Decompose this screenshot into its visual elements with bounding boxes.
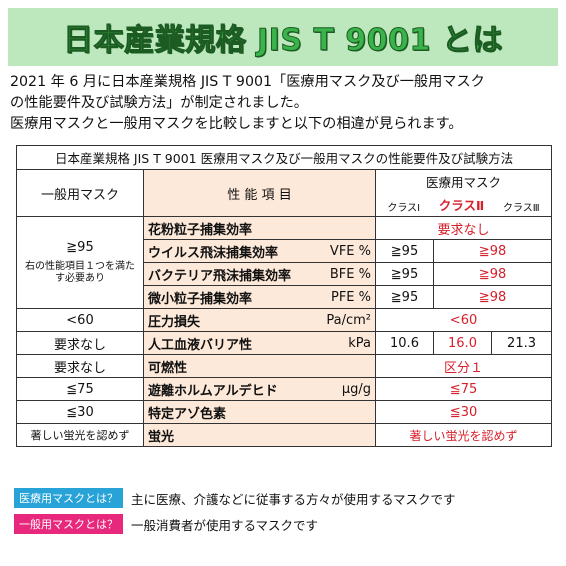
table-row: 遊離ホルムアルデヒド μg/g: [143, 377, 376, 401]
item-label: ウイルス飛沫捕集効率: [148, 245, 279, 261]
legend-medical: 医療用マスクとは？ 主に医療、介護などに従事する方々が使用するマスクです: [14, 488, 456, 508]
intro-line-1: 2021 年 6 月に日本産業規格 JIS T 9001「医療用マスク及び一般用…: [10, 74, 485, 90]
header-medical: 医療用マスク: [426, 175, 502, 190]
item-label: 蛍光: [148, 429, 175, 445]
table-row: 特定アゾ色素: [143, 400, 376, 424]
general-value: 要求なし: [16, 354, 144, 378]
class23-value: ≧98: [432, 239, 553, 263]
general-value: <60: [16, 308, 144, 332]
item-unit: Pa/cm²: [326, 312, 371, 328]
general-value: ≦30: [16, 400, 144, 424]
medical-mask-tag: 医療用マスクとは？: [14, 488, 123, 508]
item-label: 花粉粒子捕集効率: [148, 222, 253, 238]
title-banner: 日本産業規格 JIS T 9001 とは: [8, 8, 558, 66]
class1-value: 10.6: [375, 331, 434, 355]
intro-text: 2021 年 6 月に日本産業規格 JIS T 9001「医療用マスク及び一般用…: [10, 72, 560, 135]
medical-mask-text: 主に医療、介護などに従事する方々が使用するマスクです: [131, 491, 456, 507]
item-label: 特定アゾ色素: [148, 406, 227, 422]
intro-line-2: の性能要件及び試験方法」が制定されました。: [10, 95, 308, 111]
general-value: 著しい蛍光を認めず: [16, 423, 144, 447]
general-filter-cell: ≧95 右の性能項目１つを満たす必要あり: [16, 216, 144, 309]
header-class-3: クラスⅢ: [502, 203, 540, 214]
general-filter-note: 右の性能項目１つを満たす必要あり: [25, 261, 135, 284]
spec-table: 日本産業規格 JIS T 9001 医療用マスク及び一般用マスクの性能要件及び試…: [15, 145, 553, 447]
table-row: 微小粒子捕集効率 PFE %: [143, 285, 376, 309]
class1-value: ≧95: [375, 285, 434, 309]
class2-value: 16.0: [433, 331, 492, 355]
item-unit: PFE %: [330, 289, 371, 305]
table-row: バクテリア飛沫捕集効率 BFE %: [143, 262, 376, 286]
class23-value: ≧98: [432, 262, 553, 286]
item-label: バクテリア飛沫捕集効率: [148, 268, 292, 284]
banner-title: 日本産業規格 JIS T 9001 とは: [63, 23, 503, 59]
header-medical-cell: 医療用マスク クラスⅠ クラスⅡ クラスⅢ: [374, 169, 553, 217]
medical-value: 著しい蛍光を認めず: [374, 423, 553, 447]
class23-value: ≧98: [432, 285, 553, 309]
header-items: 性 能 項 目: [143, 169, 376, 217]
table-row: 蛍光: [143, 423, 376, 447]
intro-line-3: 医療用マスクと一般用マスクを比較しますと以下の相違が見られます。: [10, 116, 463, 132]
general-value: ≦75: [16, 377, 144, 401]
item-label: 可燃性: [148, 360, 188, 376]
item-unit: VFE %: [329, 243, 371, 259]
legend-general: 一般用マスクとは？ 一般消費者が使用するマスクです: [14, 514, 318, 534]
class1-value: ≧95: [375, 262, 434, 286]
table-row: 人工血液バリア性 kPa: [143, 331, 376, 355]
general-filter-value: ≧95: [66, 240, 94, 255]
item-label: 人工血液バリア性: [148, 337, 253, 353]
table-row: 圧力損失 Pa/cm²: [143, 308, 376, 332]
general-mask-tag: 一般用マスクとは？: [14, 514, 123, 534]
item-label: 圧力損失: [148, 314, 201, 330]
item-label: 微小粒子捕集効率: [148, 291, 253, 307]
item-unit: μg/g: [341, 381, 371, 397]
medical-value: 要求なし: [374, 216, 553, 240]
medical-value: <60: [374, 308, 553, 332]
table-caption: 日本産業規格 JIS T 9001 医療用マスク及び一般用マスクの性能要件及び試…: [15, 145, 553, 170]
header-class-2: クラスⅡ: [438, 198, 485, 213]
medical-value: ≦30: [374, 400, 553, 424]
table-row: 可燃性: [143, 354, 376, 378]
general-value: 要求なし: [16, 331, 144, 355]
header-general: 一般用マスク: [16, 169, 144, 217]
item-unit: kPa: [348, 335, 371, 351]
header-class-1: クラスⅠ: [387, 203, 421, 214]
table-row: 花粉粒子捕集効率: [143, 216, 376, 240]
medical-value: 区分１: [374, 354, 553, 378]
class1-value: ≧95: [375, 239, 434, 263]
item-unit: BFE %: [329, 266, 371, 282]
item-label: 遊離ホルムアルデヒド: [148, 383, 278, 399]
table-row: ウイルス飛沫捕集効率 VFE %: [143, 239, 376, 263]
class3-value: 21.3: [490, 331, 553, 355]
general-mask-text: 一般消費者が使用するマスクです: [131, 517, 319, 533]
medical-value: ≦75: [374, 377, 553, 401]
